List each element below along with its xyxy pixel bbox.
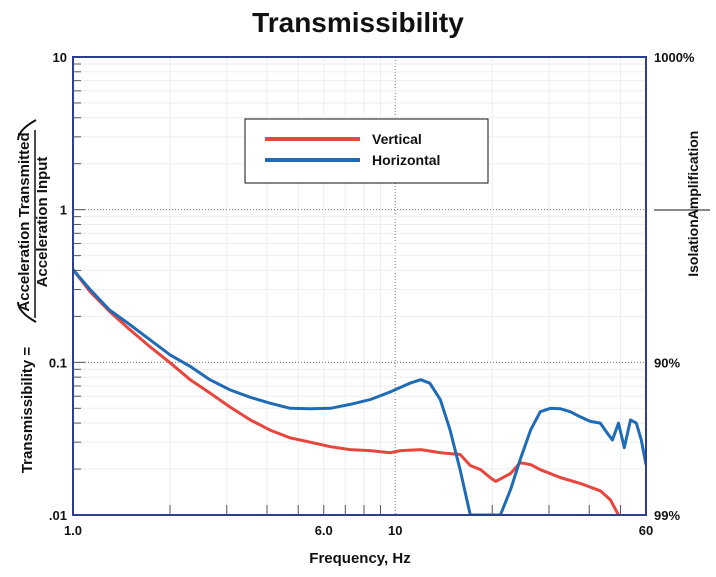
right-tick-label: 99%: [654, 508, 680, 523]
axis-ticks: 1.0 6.0 10 60 10 1 0.1 .01 1000% 90% 99%: [49, 50, 695, 538]
legend-label-horizontal: Horizontal: [372, 152, 440, 168]
series-line-horizontal: [73, 268, 646, 515]
y-tick-label: 1: [60, 203, 67, 218]
parenthesis: [17, 119, 37, 323]
right-tick-label: 90%: [654, 355, 680, 370]
x-tick-label: 10: [388, 523, 402, 538]
y-label-prefix: Transmissibility =: [19, 347, 36, 474]
x-axis-label: Frequency, Hz: [309, 550, 410, 567]
plot-frame: [72, 56, 647, 516]
series-lines: [73, 268, 646, 515]
x-tick-label: 60: [639, 523, 653, 538]
amplification-label: Amplification: [685, 131, 701, 220]
legend: Vertical Horizontal: [244, 118, 489, 184]
y-label-denominator: Acceleration Input: [34, 157, 51, 288]
y-tick-label: 10: [53, 50, 67, 65]
right-tick-label: 1000%: [654, 50, 695, 65]
y-axis-label: Transmissibility = Acceleration Transmit…: [16, 119, 51, 474]
chart-title: Transmissibility: [252, 7, 464, 38]
x-tick-label: 6.0: [315, 523, 333, 538]
y-tick-label: 0.1: [49, 355, 67, 370]
legend-label-vertical: Vertical: [372, 131, 422, 147]
y-label-numerator: Acceleration Transmitted: [16, 132, 33, 311]
y-tick-label: .01: [49, 508, 67, 523]
series-line-vertical: [73, 268, 620, 515]
x-tick-label: 1.0: [64, 523, 82, 538]
isolation-label: Isolation: [685, 219, 701, 277]
